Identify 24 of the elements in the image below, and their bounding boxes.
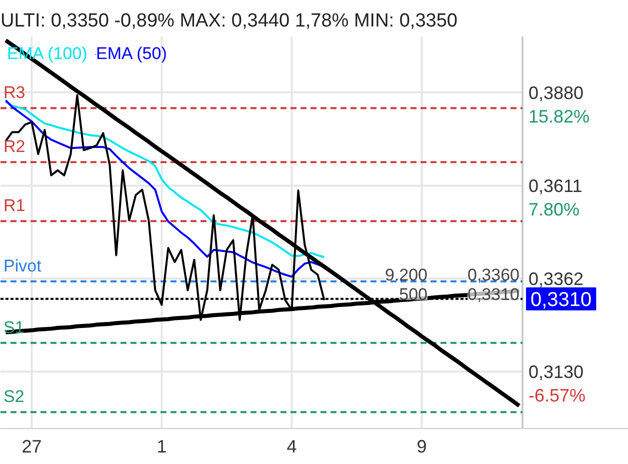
text: 15.82% [528,106,590,126]
ref-line-label: Pivot [4,256,42,276]
legend-label: EMA (50) [96,44,167,64]
x-tick-label: 27 [22,436,42,456]
y-tick-label: 0,3362 [528,269,584,290]
y-tick-label: 0,3880 [528,82,584,103]
ref-line-label: R1 [4,196,26,216]
x-tick-label: 9 [416,436,427,456]
x-tick-label: 4 [286,436,297,456]
text: 7.80% [528,200,580,220]
annotation: 0,3310 [468,284,520,304]
y-tick-label: 0,3611 [528,176,582,196]
annotation: 500 [399,284,428,304]
annotation: 9.200 [384,265,428,284]
x-tick-label: 1 [156,436,167,456]
ref-line-label: R3 [4,83,26,102]
chart-title: ULTI: 0,3350 -0,89% MAX: 0,3440 1,78% MIN: 0,3350 [0,10,458,32]
y-tick-label: 0,3130 [528,362,584,382]
ref-line-label: S2 [4,387,24,406]
ref-line-label: R2 [4,137,26,156]
line-series [4,38,522,408]
ref-line-label: 0,3310 [530,288,592,311]
text: -6.57% [528,386,586,406]
annotation: 0,3360 [468,265,520,284]
